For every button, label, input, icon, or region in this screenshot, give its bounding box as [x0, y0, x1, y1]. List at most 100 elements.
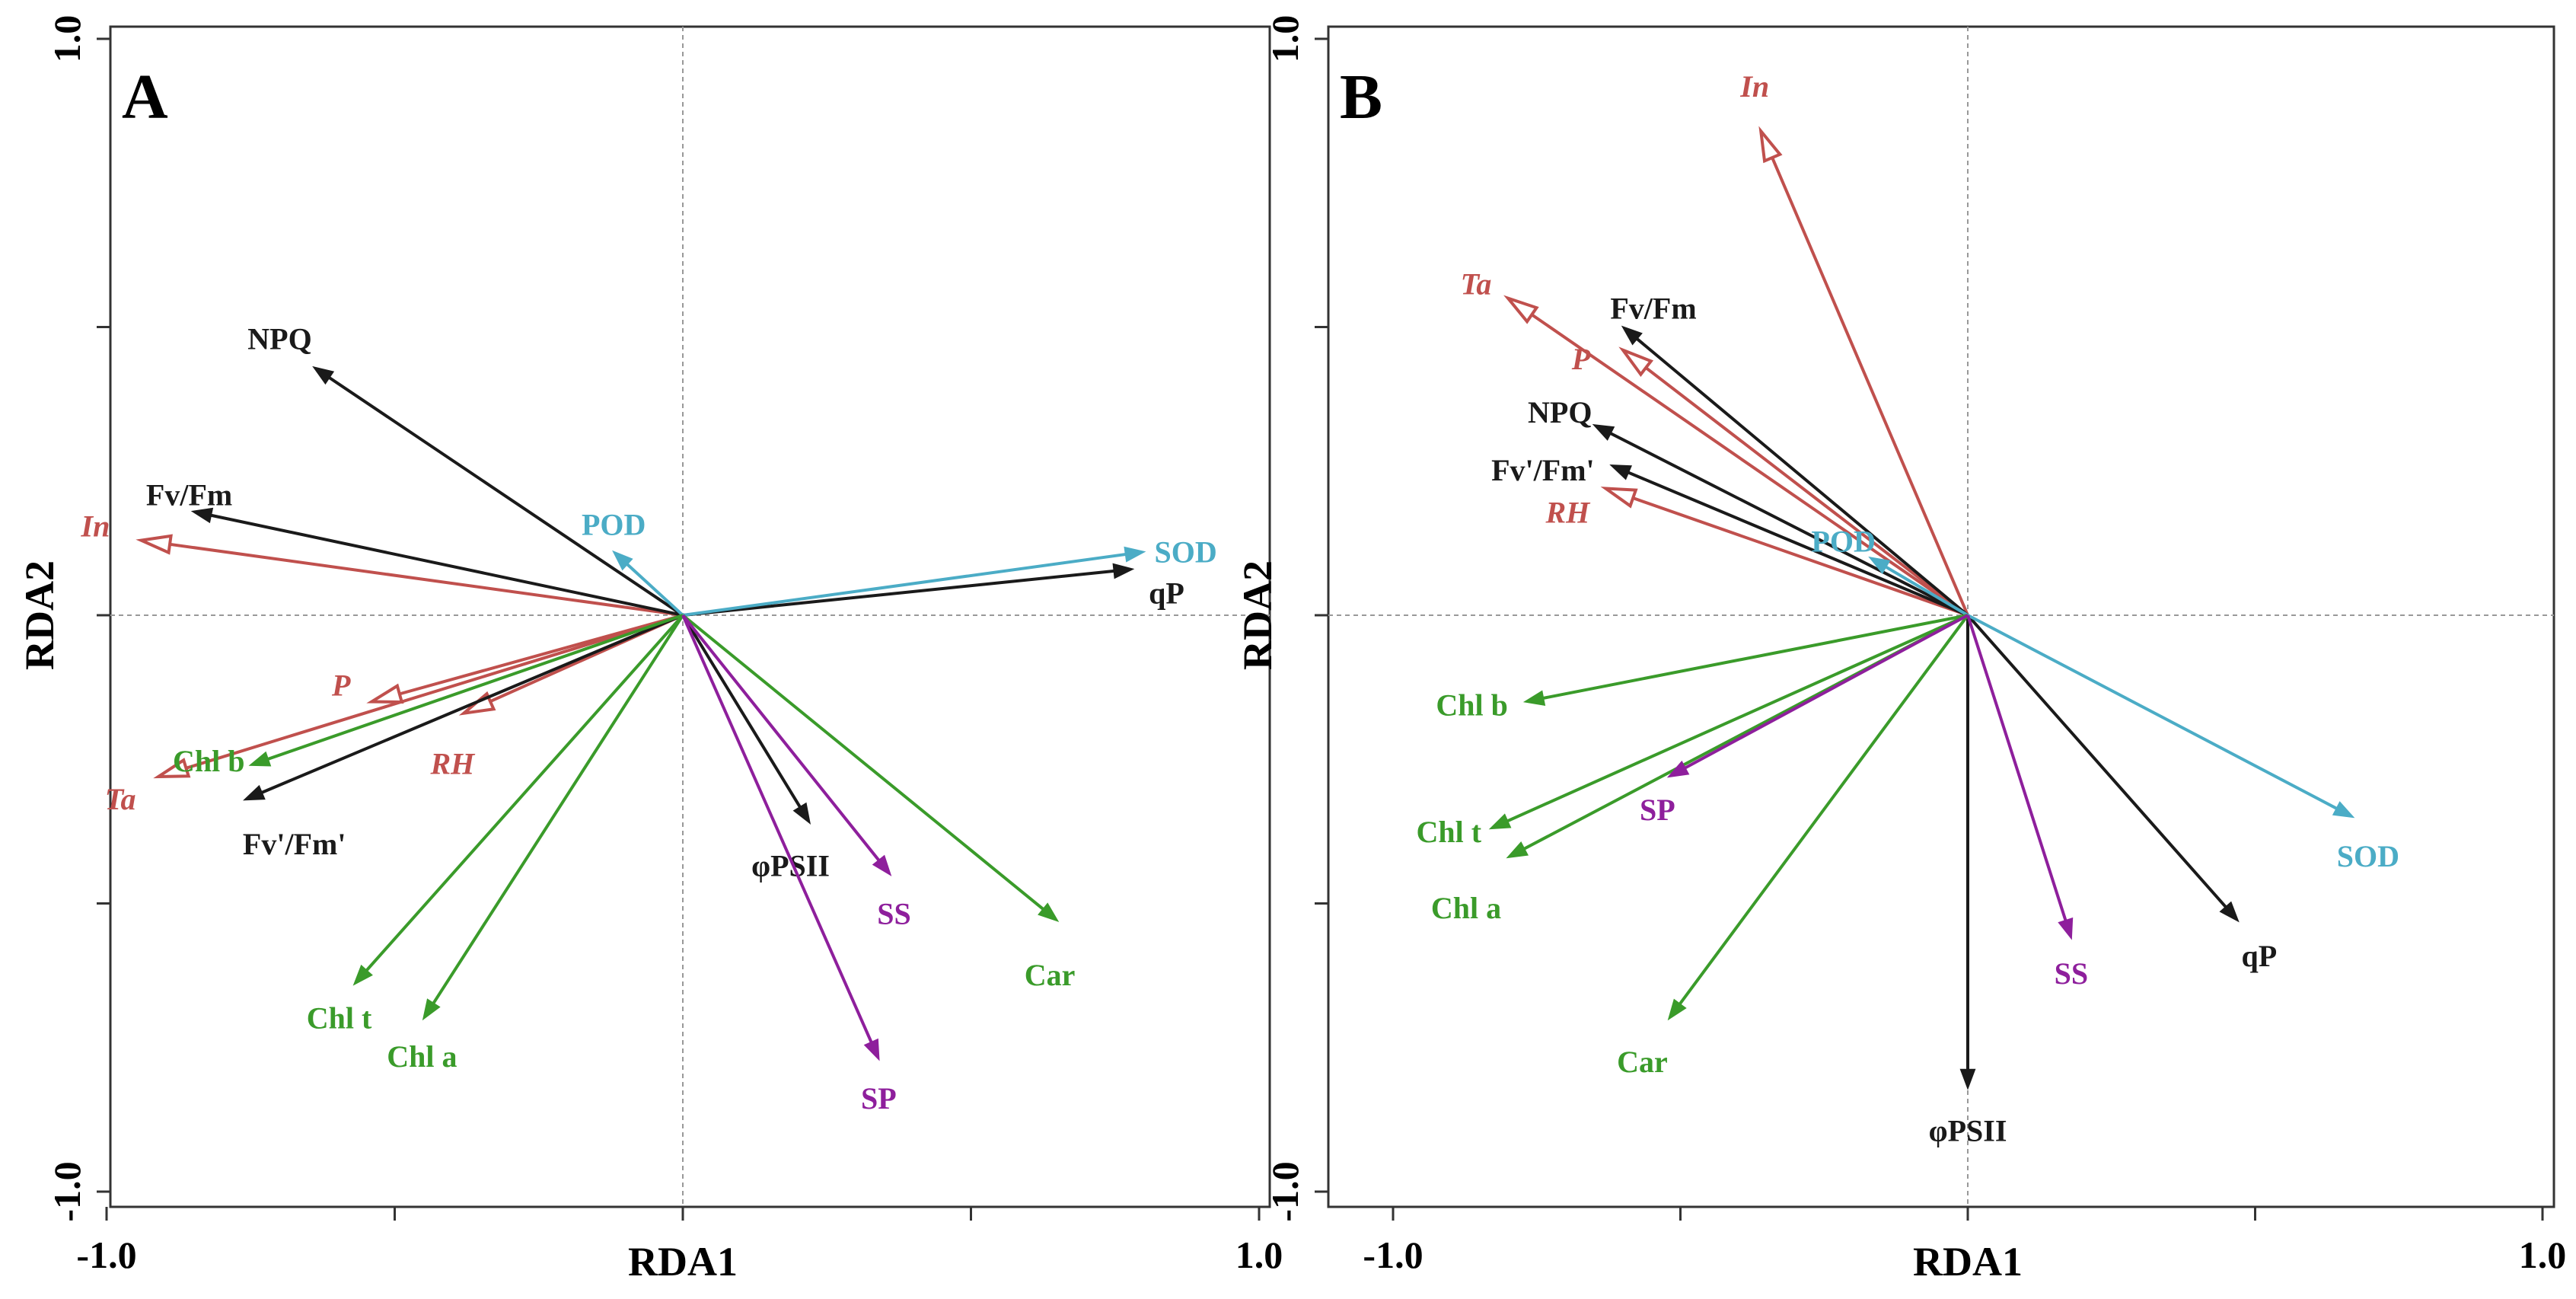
plot-frame	[109, 25, 1271, 1208]
vector-line	[1966, 614, 2068, 924]
vector-label: Chl b	[173, 744, 245, 778]
vector-arrowhead	[1621, 325, 1643, 346]
vector-arrowhead	[1666, 760, 1690, 778]
vector-arrowhead	[135, 534, 173, 555]
vector-label: Chl b	[1436, 688, 1508, 723]
vector-arrowhead	[1600, 487, 1638, 509]
vector-arrowhead	[1124, 546, 1146, 563]
vector-arrowhead	[863, 1038, 880, 1061]
vector-arrowhead	[243, 784, 266, 801]
vector-line	[258, 614, 684, 796]
vector-line	[1624, 470, 1969, 617]
x-axis-label: RDA1	[1913, 1239, 2023, 1285]
vector-line	[1676, 614, 1969, 1008]
vector-line	[1967, 614, 2341, 812]
panel-A: -1.0 1.0 1.0 -1.0 RDA1 RDA2 A In Ta P RH NPQ Fv/Fm Fv…	[17, 15, 1283, 1285]
vector-line	[264, 614, 684, 762]
y-tick-label: 1.0	[46, 15, 88, 63]
y-tick-label: -1.0	[1264, 1161, 1306, 1221]
vector-label: Ta	[1461, 267, 1492, 302]
vector-line	[682, 552, 1130, 617]
vector-arrowhead	[2219, 901, 2240, 923]
vector-label: NPQ	[247, 321, 311, 356]
vector-label: Fv'/Fm'	[1491, 453, 1595, 487]
panel-letter: A	[122, 62, 168, 132]
vector-line	[207, 512, 684, 617]
y-tick-label: 1.0	[1264, 15, 1306, 63]
vector-label: Chl a	[1431, 891, 1501, 925]
vector-arrowhead	[1506, 841, 1529, 859]
vector-line	[682, 569, 1117, 617]
vector-arrowhead	[1618, 346, 1654, 377]
vector-line	[1644, 366, 1969, 617]
vector-line	[1682, 614, 1969, 771]
vector-line	[1531, 313, 1969, 617]
vector-label: POD	[1811, 524, 1875, 558]
y-axis-label: RDA2	[1235, 560, 1280, 670]
vector-line	[681, 614, 1047, 913]
vector-line	[185, 614, 684, 770]
x-tick-label: -1.0	[1363, 1234, 1423, 1276]
vector-arrowhead	[190, 507, 214, 524]
vector-arrowhead	[2332, 801, 2355, 819]
vector-label: RH	[429, 747, 476, 781]
vector-line	[430, 614, 684, 1007]
vector-line	[169, 542, 684, 617]
vector-label: SOD	[1154, 535, 1216, 570]
vector-label: Ta	[105, 782, 136, 816]
vector-arrowhead	[1667, 998, 1687, 1021]
plot-frame	[1327, 25, 2555, 1208]
vector-arrowhead	[1503, 295, 1539, 324]
vector-line	[399, 614, 684, 696]
x-tick-label: -1.0	[76, 1234, 136, 1276]
vector-line	[326, 374, 684, 617]
vector-label: Fv/Fm	[1610, 292, 1696, 326]
vector-arrowhead	[872, 854, 892, 876]
vector-label: SOD	[2337, 839, 2399, 873]
vector-label: SP	[861, 1081, 897, 1115]
vector-label: SS	[2055, 956, 2089, 991]
vector-line	[1607, 430, 1969, 617]
x-tick-label: 1.0	[1235, 1234, 1283, 1276]
vector-line	[1966, 614, 2230, 911]
vector-arrowhead	[1112, 563, 1135, 579]
y-tick-label: -1.0	[46, 1161, 88, 1221]
panel-B: -1.0 1.0 1.0 -1.0 RDA1 RDA2 B In Ta P RH Fv/Fm NPQ Fv…	[1235, 15, 2566, 1285]
vector-label: Car	[1025, 958, 1076, 992]
vector-label: Fv'/Fm'	[243, 827, 346, 861]
vector-line	[1503, 614, 1969, 824]
x-tick-label: 1.0	[2519, 1234, 2567, 1276]
vector-arrowhead	[312, 365, 335, 385]
vector-label: In	[81, 509, 110, 544]
vector-label: qP	[2242, 939, 2278, 973]
vector-line	[1771, 157, 1969, 616]
vector-arrowhead	[366, 683, 404, 704]
vector-line	[681, 614, 803, 811]
vector-arrowhead	[248, 751, 272, 767]
vector-arrowhead	[352, 964, 373, 986]
vector-line	[1882, 563, 1969, 617]
vector-arrowhead	[422, 998, 441, 1021]
vector-arrowhead	[1038, 902, 1060, 923]
vector-line	[681, 614, 875, 1046]
vector-label: SP	[1640, 793, 1675, 827]
vector-label: P	[331, 669, 351, 703]
vector-arrowhead	[1758, 126, 1783, 164]
vector-line	[1539, 614, 1969, 701]
vector-label: φPSII	[751, 849, 830, 883]
vector-arrowhead	[1488, 813, 1512, 830]
vector-arrowhead	[1868, 556, 1891, 574]
vector-arrowhead	[1592, 423, 1615, 441]
vector-line	[1634, 335, 1969, 617]
vector-label: RH	[1545, 495, 1591, 529]
vector-label: Chl a	[387, 1039, 457, 1074]
vector-arrowhead	[1609, 464, 1632, 480]
vector-arrowhead	[612, 550, 633, 571]
vector-label: In	[1739, 69, 1769, 104]
vector-label: Chl t	[307, 1001, 372, 1035]
vector-label: Chl t	[1417, 815, 1482, 849]
vector-line	[681, 614, 882, 864]
vector-label: POD	[582, 508, 646, 542]
vector-arrowhead	[1959, 1068, 1976, 1090]
